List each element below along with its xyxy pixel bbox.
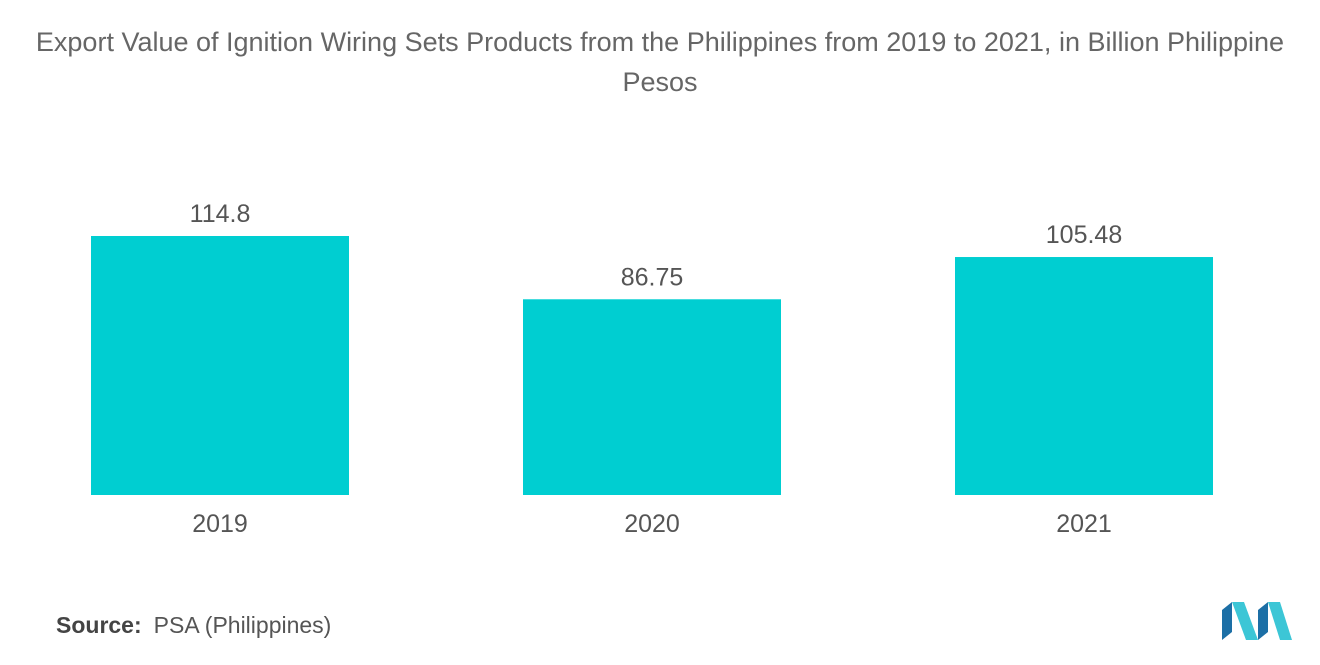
bar-2020 [523, 299, 781, 495]
value-label-2020: 86.75 [621, 263, 684, 291]
source-label: Source: [56, 612, 142, 638]
bar-chart: 114.8 2019 86.75 2020 105.48 2021 [91, 200, 1213, 538]
value-label-2019: 114.8 [190, 200, 251, 228]
mordor-intelligence-logo-icon [1222, 602, 1292, 640]
x-tick-label-2020: 2020 [624, 510, 680, 538]
bar-2019 [91, 236, 349, 495]
x-tick-label-2019: 2019 [192, 510, 248, 538]
source-text: PSA (Philippines) [153, 612, 332, 638]
chart-title: Export Value of Ignition Wiring Sets Pro… [35, 27, 1285, 97]
bar-2021 [955, 257, 1213, 495]
value-label-2021: 105.48 [1046, 221, 1122, 249]
x-tick-label-2021: 2021 [1056, 510, 1112, 538]
source-note: Source: PSA (Philippines) [56, 612, 331, 639]
